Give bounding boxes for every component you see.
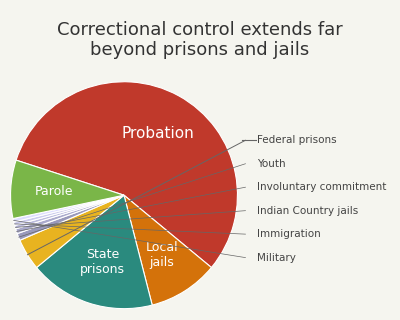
Wedge shape [20, 195, 124, 268]
Text: Parole: Parole [34, 185, 73, 198]
Wedge shape [13, 195, 124, 222]
Text: Military: Military [257, 252, 296, 263]
Text: Probation: Probation [122, 126, 194, 141]
Wedge shape [36, 195, 152, 309]
Wedge shape [124, 195, 212, 305]
Wedge shape [15, 195, 124, 229]
Wedge shape [17, 195, 124, 240]
Text: Federal prisons: Federal prisons [257, 135, 337, 145]
Text: Youth: Youth [257, 159, 286, 169]
Text: Correctional control extends far
beyond prisons and jails: Correctional control extends far beyond … [57, 20, 343, 60]
Wedge shape [16, 82, 238, 268]
Text: Indian Country jails: Indian Country jails [257, 206, 358, 216]
Text: State
prisons: State prisons [80, 248, 125, 276]
Wedge shape [16, 195, 124, 234]
Text: Immigration: Immigration [257, 229, 321, 239]
Wedge shape [10, 160, 124, 219]
Text: Local
jails: Local jails [145, 241, 178, 268]
Wedge shape [14, 195, 124, 226]
Text: Involuntary commitment: Involuntary commitment [257, 182, 386, 192]
